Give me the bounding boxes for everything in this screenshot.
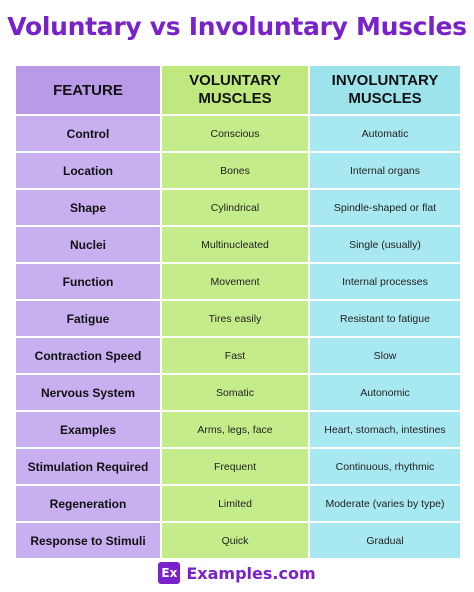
table-row: Fatigue Tires easily Resistant to fatigue	[14, 299, 462, 338]
voluntary-cell: Movement	[160, 262, 310, 301]
voluntary-cell: Frequent	[160, 447, 310, 486]
voluntary-cell: Fast	[160, 336, 310, 375]
feature-cell: Stimulation Required	[14, 447, 162, 486]
table-body: Control Conscious Automatic Location Bones In…	[14, 114, 462, 560]
involuntary-cell: Internal organs	[308, 151, 462, 190]
voluntary-cell: Somatic	[160, 373, 310, 412]
feature-cell: Examples	[14, 410, 162, 449]
comparison-table: FEATURE VOLUNTARY MUSCLES INVOLUNTARY MU…	[14, 64, 462, 560]
table-row: Regeneration Limited Moderate (varies by t…	[14, 484, 462, 523]
feature-cell: Nuclei	[14, 225, 162, 264]
table-row: Examples Arms, legs, face Heart, stomach, …	[14, 410, 462, 449]
table-row: Stimulation Required Frequent Continuous, …	[14, 447, 462, 486]
feature-cell: Response to Stimuli	[14, 521, 162, 560]
table-row: Function Movement Internal processes	[14, 262, 462, 301]
voluntary-cell: Arms, legs, face	[160, 410, 310, 449]
feature-cell: Fatigue	[14, 299, 162, 338]
examples-logo-icon: Ex	[158, 562, 181, 584]
header-feature: FEATURE	[14, 64, 162, 116]
header-involuntary-label: INVOLUNTARY MUSCLES	[331, 72, 439, 107]
involuntary-cell: Single (usually)	[308, 225, 462, 264]
involuntary-cell: Spindle-shaped or flat	[308, 188, 462, 227]
voluntary-cell: Multinucleated	[160, 225, 310, 264]
involuntary-cell: Moderate (varies by type)	[308, 484, 462, 523]
voluntary-cell: Bones	[160, 151, 310, 190]
feature-cell: Shape	[14, 188, 162, 227]
feature-cell: Regeneration	[14, 484, 162, 523]
involuntary-cell: Continuous, rhythmic	[308, 447, 462, 486]
feature-cell: Control	[14, 114, 162, 153]
feature-cell: Contraction Speed	[14, 336, 162, 375]
involuntary-cell: Resistant to fatigue	[308, 299, 462, 338]
involuntary-cell: Autonomic	[308, 373, 462, 412]
table-row: Contraction Speed Fast Slow	[14, 336, 462, 375]
feature-cell: Nervous System	[14, 373, 162, 412]
table-row: Nuclei Multinucleated Single (usually)	[14, 225, 462, 264]
voluntary-cell: Tires easily	[160, 299, 310, 338]
table-row: Shape Cylindrical Spindle-shaped or flat	[14, 188, 462, 227]
involuntary-cell: Slow	[308, 336, 462, 375]
voluntary-cell: Cylindrical	[160, 188, 310, 227]
voluntary-cell: Quick	[160, 521, 310, 560]
table-row: Control Conscious Automatic	[14, 114, 462, 153]
brand-name: Examples.com	[186, 563, 316, 583]
table-row: Location Bones Internal organs	[14, 151, 462, 190]
feature-cell: Location	[14, 151, 162, 190]
table-header-row: FEATURE VOLUNTARY MUSCLES INVOLUNTARY MU…	[14, 64, 462, 116]
involuntary-cell: Automatic	[308, 114, 462, 153]
voluntary-cell: Limited	[160, 484, 310, 523]
page-title: Voluntary vs Involuntary Muscles	[7, 12, 467, 41]
header-involuntary: INVOLUNTARY MUSCLES	[308, 64, 462, 116]
table-row: Nervous System Somatic Autonomic	[14, 373, 462, 412]
feature-cell: Function	[14, 262, 162, 301]
footer-brand: Ex Examples.com	[0, 560, 474, 586]
voluntary-cell: Conscious	[160, 114, 310, 153]
involuntary-cell: Gradual	[308, 521, 462, 560]
involuntary-cell: Internal processes	[308, 262, 462, 301]
table-row: Response to Stimuli Quick Gradual	[14, 521, 462, 560]
header-voluntary-label: VOLUNTARY MUSCLES	[189, 72, 281, 107]
header-voluntary: VOLUNTARY MUSCLES	[160, 64, 310, 116]
involuntary-cell: Heart, stomach, intestines	[308, 410, 462, 449]
